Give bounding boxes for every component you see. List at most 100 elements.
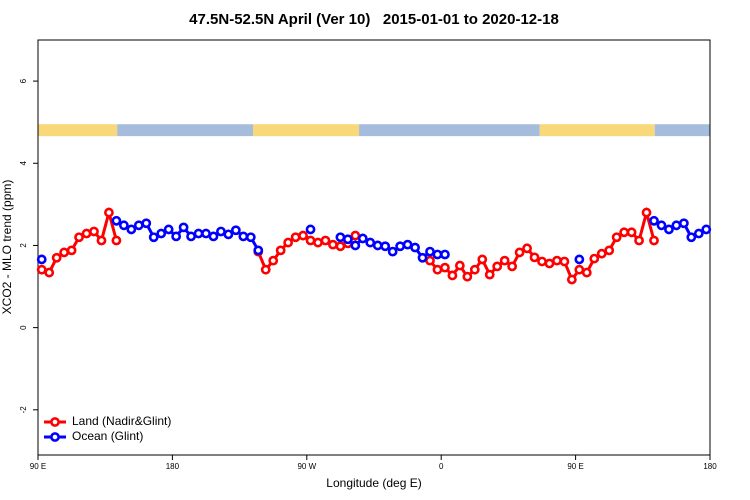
x-tick-label: 90 E — [30, 462, 46, 471]
series-line — [428, 206, 656, 283]
data-point — [432, 249, 443, 260]
data-point — [611, 232, 622, 243]
data-point — [626, 227, 637, 238]
data-point — [417, 252, 428, 263]
data-point — [656, 220, 667, 231]
data-point — [469, 264, 480, 275]
data-point — [66, 245, 77, 256]
data-point — [447, 270, 458, 281]
data-point — [649, 235, 659, 246]
data-point — [686, 232, 697, 243]
data-point — [89, 226, 99, 237]
data-point — [178, 222, 189, 233]
data-point — [342, 234, 353, 245]
data-point — [589, 253, 600, 264]
data-point — [320, 235, 331, 246]
data-point — [283, 237, 294, 248]
data-point — [537, 256, 547, 267]
data-point — [44, 267, 55, 278]
x-tick-label: 90 W — [297, 462, 316, 471]
data-point — [454, 260, 465, 271]
data-point — [81, 228, 92, 239]
data-point — [678, 218, 689, 229]
legend-marker — [50, 432, 60, 442]
data-point — [619, 227, 630, 238]
data-point — [305, 224, 316, 235]
data-point — [216, 226, 226, 237]
y-axis-label: XCO2 - MLO trend (ppm) — [0, 180, 14, 315]
data-point — [223, 229, 234, 240]
data-point — [335, 232, 346, 243]
data-point — [701, 224, 712, 235]
data-point — [260, 264, 271, 275]
data-point — [313, 237, 323, 248]
data-point — [522, 243, 532, 254]
data-point — [290, 232, 301, 243]
data-point — [208, 231, 219, 242]
x-tick-label: 0 — [439, 462, 444, 471]
data-point — [156, 228, 167, 239]
data-point — [163, 224, 174, 235]
mask-segment — [654, 124, 710, 137]
data-point — [96, 235, 107, 246]
x-tick-label: 180 — [166, 462, 180, 471]
y-tick-label: 4 — [19, 160, 28, 165]
data-point — [634, 235, 644, 246]
x-axis-label: Longitude (deg E) — [326, 476, 421, 490]
data-point — [641, 207, 652, 218]
data-point — [335, 241, 346, 252]
data-point — [492, 261, 503, 272]
data-point — [328, 239, 338, 250]
data-point — [514, 247, 525, 258]
data-point — [350, 230, 361, 241]
data-point — [186, 231, 196, 242]
data-point — [432, 264, 443, 275]
data-point — [253, 245, 264, 256]
mask-segment — [38, 124, 118, 137]
data-point — [111, 235, 122, 246]
data-point — [440, 262, 450, 273]
legend-label: Land (Nadir&Glint) — [72, 414, 171, 428]
data-point — [133, 220, 144, 231]
data-point — [566, 274, 577, 285]
data-point — [148, 232, 159, 243]
data-point — [171, 231, 182, 242]
data-point — [193, 228, 204, 239]
data-point — [357, 233, 368, 244]
data-point — [350, 240, 361, 251]
mask-segment — [253, 124, 360, 137]
data-point — [126, 224, 137, 235]
mask-segment — [117, 124, 254, 137]
data-point — [245, 232, 256, 243]
data-point — [462, 271, 473, 282]
data-point — [425, 246, 435, 257]
x-tick-label: 180 — [703, 462, 717, 471]
legend-marker — [50, 417, 60, 427]
data-point — [604, 245, 615, 256]
data-point — [74, 232, 84, 243]
x-tick-label: 90 E — [567, 462, 583, 471]
mask-segment — [359, 124, 540, 137]
data-point — [581, 267, 592, 278]
data-point — [649, 215, 659, 226]
data-point — [596, 248, 607, 259]
data-point — [111, 215, 122, 226]
chart-title: 47.5N-52.5N April (Ver 10) 2015-01-01 to… — [189, 11, 559, 28]
data-point — [305, 235, 316, 246]
data-point — [51, 252, 62, 263]
data-point — [298, 230, 308, 241]
data-point — [59, 247, 70, 258]
data-point — [387, 246, 398, 257]
data-point — [118, 220, 129, 231]
data-point — [410, 242, 420, 253]
data-point — [559, 256, 570, 267]
data-point — [544, 258, 555, 269]
data-point — [477, 254, 488, 265]
data-point — [201, 228, 211, 239]
data-point — [104, 207, 114, 218]
data-point — [365, 237, 376, 248]
data-point — [664, 224, 674, 235]
data-point — [36, 264, 47, 275]
data-point — [238, 231, 249, 242]
data-point — [425, 255, 435, 266]
